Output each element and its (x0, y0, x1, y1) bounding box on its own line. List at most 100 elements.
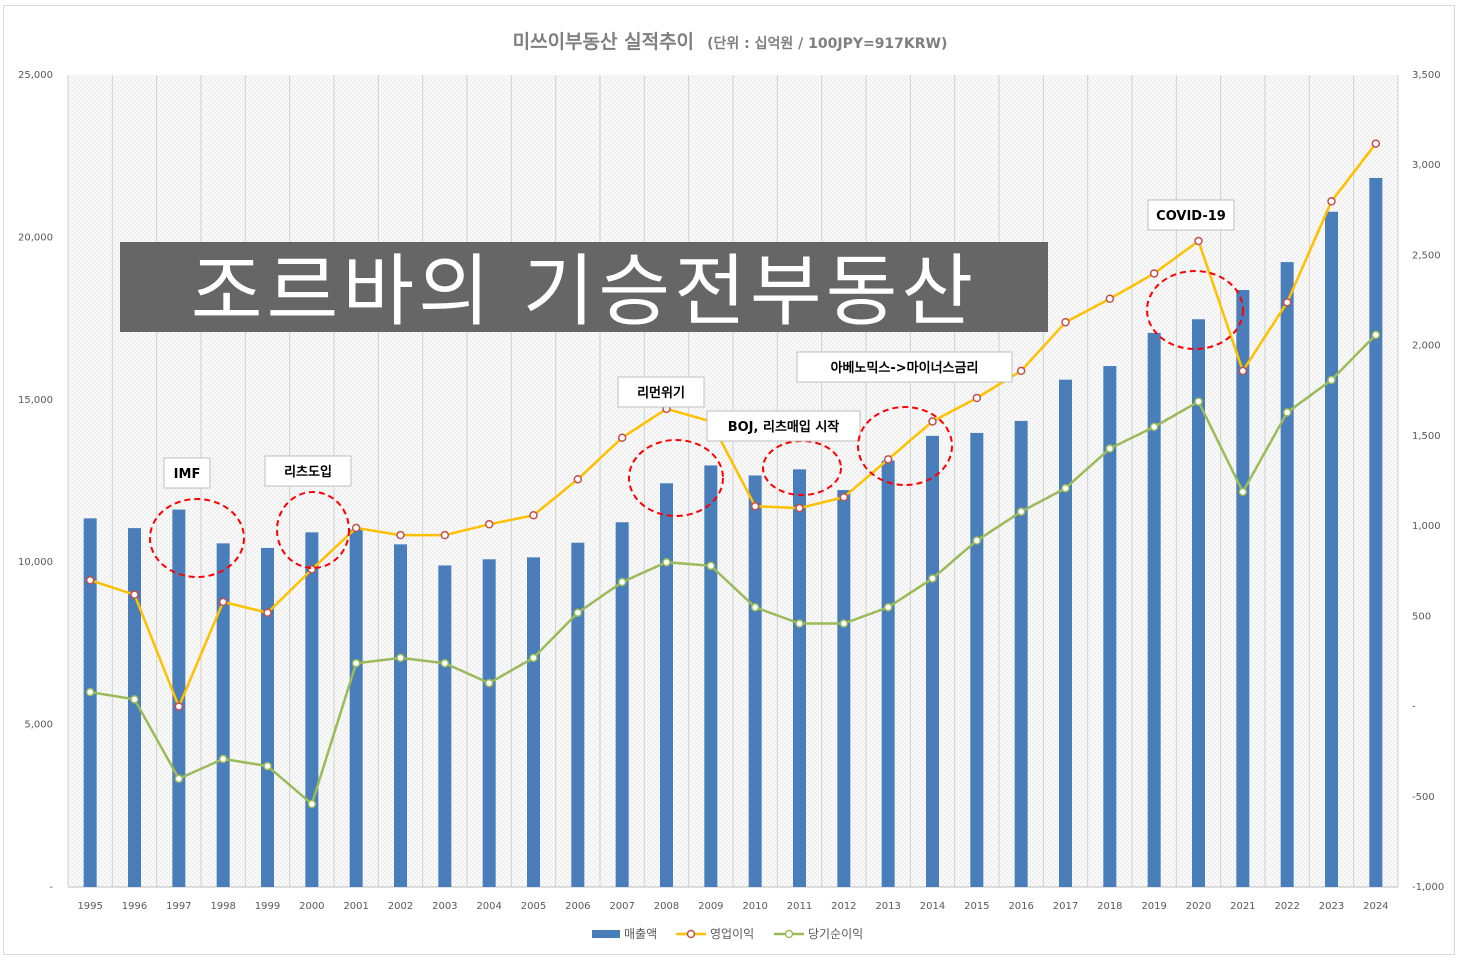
operating-profit-point (928, 417, 937, 426)
highlight-ellipse (149, 498, 245, 578)
net-income-point (440, 658, 450, 668)
x-tick-label: 1997 (166, 901, 191, 912)
x-tick-label: 2002 (388, 901, 413, 912)
right-tick-label: 2,000 (1412, 341, 1441, 352)
revenue-bar (1014, 420, 1028, 887)
left-tick-label: 10,000 (18, 557, 53, 568)
revenue-bar (1192, 319, 1205, 887)
right-tick-label: -1,000 (1412, 882, 1444, 893)
x-tick-label: 2017 (1053, 901, 1078, 912)
legend: 매출액 영업이익 당기순이익 (592, 927, 863, 941)
operating-profit-line (89, 142, 1377, 710)
right-tick-label: 3,000 (1412, 160, 1441, 171)
operating-profit-point (174, 702, 184, 711)
operating-profit-point (529, 511, 538, 520)
operating-profit-point (263, 608, 272, 617)
net-income-point (1061, 483, 1070, 493)
net-income-point (307, 799, 317, 809)
operating-profit-point (1105, 294, 1115, 304)
right-tick-label: - (1412, 702, 1416, 713)
callout-box (796, 351, 1013, 383)
revenue-bar (394, 544, 407, 887)
x-tick-label: 1998 (210, 901, 235, 912)
net-income-point (130, 695, 139, 704)
x-tick-label: 2011 (787, 901, 812, 912)
net-income-point (484, 678, 494, 688)
net-income-point (174, 774, 184, 783)
profit-lines (85, 139, 1381, 809)
x-tick-label: 2022 (1274, 901, 1299, 912)
annotations: IMF 리츠도입 리먼위기 BOJ, 리츠매입 시작 아베노믹스->마이너스금리 COVI… (149, 199, 1244, 578)
x-tick-label: 2018 (1097, 901, 1122, 912)
revenue-bar (615, 522, 629, 887)
operating-profit-point (1194, 236, 1203, 246)
operating-profit-point (1371, 139, 1381, 148)
net-income-point (1238, 487, 1248, 497)
operating-profit-point (351, 523, 361, 533)
revenue-bar (83, 518, 97, 887)
x-tick-label: 2004 (476, 901, 501, 912)
operating-profit-point (130, 590, 139, 599)
operating-profit-point (795, 503, 804, 513)
revenue-bar (527, 557, 540, 887)
legend-marker-net-income (784, 929, 794, 939)
net-income-point (1371, 330, 1381, 340)
revenue-bar (349, 529, 363, 887)
net-income-point (263, 761, 272, 771)
callout-box (617, 376, 705, 408)
x-tick-label: 2013 (875, 901, 900, 912)
chart-subtitle: (단위 : 십억원 / 100JPY=917KRW) (707, 35, 947, 52)
revenue-bar (793, 469, 806, 887)
chart-title: 미쓰이부동산 실적추이 (단위 : 십억원 / 100JPY=917KRW) (513, 31, 948, 53)
x-tick-label: 2003 (432, 901, 457, 912)
callout-label: IMF (174, 467, 201, 482)
revenue-bar (1369, 177, 1383, 887)
net-income-point (396, 653, 405, 663)
right-tick-label: 1,500 (1412, 431, 1441, 442)
x-tick-label: 2015 (964, 901, 989, 912)
net-income-point (617, 577, 627, 587)
left-tick-label: 25,000 (18, 70, 53, 81)
x-tick-label: 2019 (1141, 901, 1166, 912)
highlight-ellipse (628, 439, 724, 517)
operating-profit-point (750, 502, 760, 511)
legend-label-net-income: 당기순이익 (808, 927, 863, 941)
revenue-bar (1147, 332, 1161, 887)
net-income-point (795, 619, 804, 628)
net-income-point (218, 754, 228, 764)
x-tick-label: 2007 (609, 901, 634, 912)
callout-label: 리먼위기 (637, 385, 685, 401)
net-income-point (839, 619, 849, 628)
revenue-bar (128, 528, 141, 887)
net-income-point (1194, 397, 1203, 406)
revenue-bar (704, 465, 718, 887)
revenue-bar (1236, 290, 1250, 888)
left-axis: - 5,000 10,000 15,000 20,000 25,000 (18, 70, 53, 893)
revenue-bar (216, 543, 230, 887)
revenue-bar (660, 483, 673, 887)
revenue-bar (1325, 211, 1338, 888)
net-income-point (529, 653, 538, 663)
revenue-bar (1103, 366, 1117, 887)
net-income-point (706, 561, 716, 571)
watermark-background (120, 242, 1048, 332)
callout-box (163, 457, 211, 489)
right-tick-label: 1,000 (1412, 521, 1441, 532)
x-tick-label: 1995 (77, 901, 102, 912)
revenue-bar (571, 542, 585, 887)
revenue-bar (926, 435, 939, 887)
revenue-bar (1280, 262, 1294, 887)
x-tick-label: 2014 (920, 901, 945, 912)
highlight-ellipse (762, 440, 842, 496)
operating-profit-point (440, 530, 450, 540)
revenue-bar (1059, 379, 1072, 887)
net-income-point (662, 557, 671, 567)
net-income-point (928, 574, 937, 583)
right-tick-label: -500 (1412, 792, 1435, 803)
operating-profit-point (1282, 298, 1292, 307)
net-income-point (351, 658, 361, 668)
x-tick-label: 2012 (831, 901, 856, 912)
net-income-point (750, 603, 760, 612)
x-tick-label: 2006 (565, 901, 590, 912)
